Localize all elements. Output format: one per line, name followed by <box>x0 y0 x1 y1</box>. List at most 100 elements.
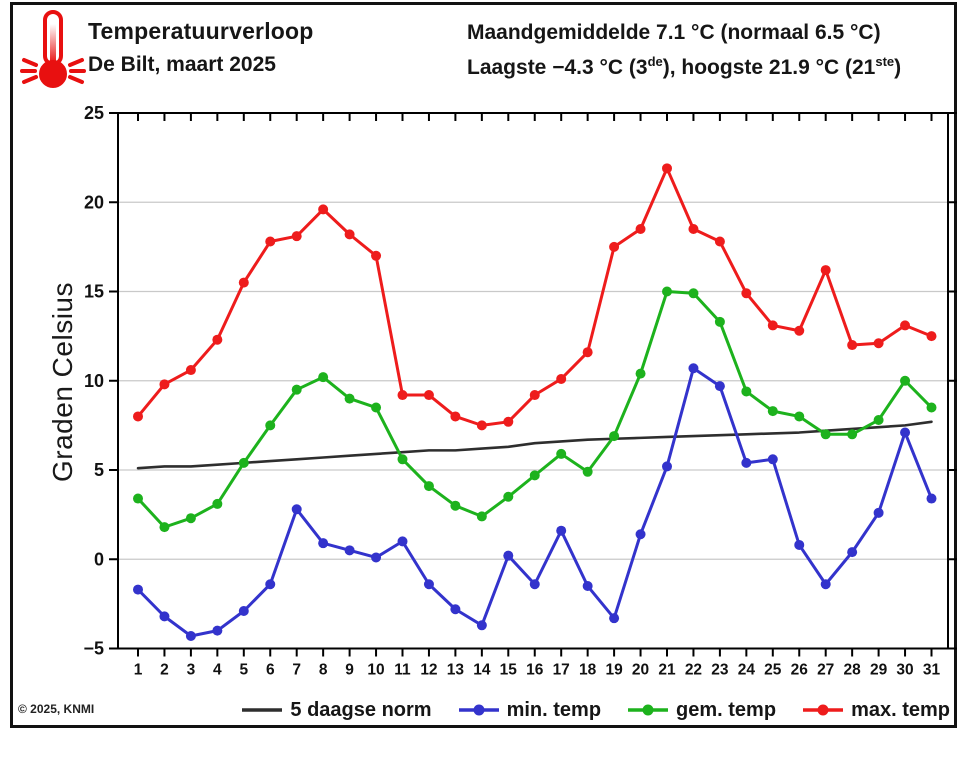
point-gem-temp-day-29 <box>873 415 884 426</box>
point-gem-temp-day-31 <box>926 402 937 413</box>
point-gem-temp-day-27 <box>820 429 831 440</box>
copyright-text: © 2025, KNMI <box>18 702 95 716</box>
point-gem-temp-day-5 <box>238 457 249 468</box>
svg-text:17: 17 <box>553 662 570 679</box>
point-min-temp-day-12 <box>423 579 434 590</box>
legend-item-5-daagse-norm: 5 daagse norm <box>241 698 432 722</box>
svg-text:19: 19 <box>605 662 623 679</box>
point-max-temp-day-15 <box>503 416 514 427</box>
point-gem-temp-day-18 <box>582 466 593 477</box>
svg-text:6: 6 <box>266 662 275 679</box>
svg-text:13: 13 <box>447 662 465 679</box>
point-gem-temp-day-26 <box>794 411 805 422</box>
series-max-temp <box>133 163 937 431</box>
point-min-temp-day-6 <box>265 579 276 590</box>
legend-label-gem-temp: gem. temp <box>676 698 777 721</box>
point-gem-temp-day-14 <box>476 511 487 522</box>
point-min-temp-day-17 <box>556 525 567 536</box>
point-gem-temp-day-8 <box>318 372 329 383</box>
point-gem-temp-day-7 <box>291 384 302 395</box>
point-min-temp-day-27 <box>820 579 831 590</box>
point-min-temp-day-15 <box>503 550 514 561</box>
svg-text:29: 29 <box>870 662 888 679</box>
legend-item-max-temp: max. temp <box>802 699 950 722</box>
point-gem-temp-day-2 <box>159 522 170 533</box>
point-gem-temp-day-23 <box>714 316 725 327</box>
point-min-temp-day-26 <box>794 539 805 550</box>
svg-text:20: 20 <box>632 662 649 679</box>
point-max-temp-day-21 <box>662 163 672 174</box>
point-min-temp-day-2 <box>159 611 170 622</box>
point-gem-temp-day-30 <box>900 375 911 386</box>
point-gem-temp-day-16 <box>529 470 540 481</box>
point-max-temp-day-27 <box>820 265 831 276</box>
point-gem-temp-day-21 <box>662 286 672 297</box>
point-max-temp-day-12 <box>423 390 434 401</box>
legend-item-min-temp: min. temp <box>458 699 601 722</box>
point-gem-temp-day-25 <box>767 406 778 417</box>
point-gem-temp-day-22 <box>688 288 699 299</box>
legend-marker-min-temp <box>458 704 499 716</box>
point-max-temp-day-3 <box>185 365 196 376</box>
point-min-temp-day-23 <box>714 381 725 392</box>
point-max-temp-day-31 <box>926 331 937 342</box>
stats-line-extremes: Laagste −4.3 °C (3de), hoogste 21.9 °C (… <box>467 54 947 80</box>
point-min-temp-day-14 <box>476 620 487 631</box>
point-gem-temp-day-24 <box>741 386 752 397</box>
point-max-temp-day-18 <box>582 347 593 358</box>
svg-text:7: 7 <box>292 662 301 679</box>
point-min-temp-day-21 <box>662 461 672 472</box>
point-min-temp-day-10 <box>371 552 382 563</box>
point-max-temp-day-5 <box>238 277 249 288</box>
point-max-temp-day-14 <box>476 420 487 431</box>
point-min-temp-day-5 <box>238 606 249 617</box>
series-gem-temp <box>133 286 937 533</box>
point-gem-temp-day-19 <box>609 431 620 442</box>
point-max-temp-day-23 <box>714 236 725 247</box>
y-gridlines <box>118 201 948 560</box>
point-min-temp-day-31 <box>926 493 937 504</box>
point-min-temp-day-11 <box>397 536 408 547</box>
point-gem-temp-day-28 <box>847 429 858 440</box>
svg-text:25: 25 <box>84 103 104 123</box>
point-min-temp-day-1 <box>133 584 143 595</box>
legend-label-5-daagse-norm: 5 daagse norm <box>290 698 432 721</box>
svg-text:31: 31 <box>923 662 941 679</box>
point-max-temp-day-17 <box>556 373 567 384</box>
point-min-temp-day-30 <box>900 427 911 438</box>
point-max-temp-day-1 <box>133 411 143 422</box>
point-max-temp-day-6 <box>265 236 276 247</box>
svg-text:−5: −5 <box>83 639 104 659</box>
svg-text:0: 0 <box>94 549 104 569</box>
point-gem-temp-day-17 <box>556 448 567 459</box>
point-max-temp-day-13 <box>450 411 461 422</box>
point-gem-temp-day-3 <box>185 513 196 524</box>
point-gem-temp-day-9 <box>344 393 355 404</box>
chart-title: Temperatuurverloop <box>88 18 314 44</box>
chart-subtitle: De Bilt, maart 2025 <box>88 53 276 76</box>
stats-line-mean: Maandgemiddelde 7.1 °C (normaal 6.5 °C) <box>467 21 881 44</box>
point-max-temp-day-29 <box>873 338 884 349</box>
svg-text:24: 24 <box>738 662 756 679</box>
point-gem-temp-day-15 <box>503 491 514 502</box>
point-gem-temp-day-12 <box>423 481 434 492</box>
chart-frame <box>10 2 957 728</box>
stats-block: Maandgemiddelde 7.1 °C (normaal 6.5 °C) … <box>467 21 947 80</box>
point-min-temp-day-9 <box>344 545 355 556</box>
title-block: Temperatuurverloop De Bilt, maart 2025 <box>88 18 314 77</box>
point-min-temp-day-18 <box>582 581 593 592</box>
stats-extremes-sup2: ste <box>875 54 895 69</box>
svg-text:15: 15 <box>500 662 518 679</box>
svg-text:10: 10 <box>84 371 104 391</box>
point-min-temp-day-8 <box>318 538 329 549</box>
svg-text:26: 26 <box>791 662 809 679</box>
stats-extremes-mid: ), hoogste 21.9 °C (21 <box>662 56 876 79</box>
svg-text:28: 28 <box>844 662 862 679</box>
svg-text:16: 16 <box>526 662 544 679</box>
point-gem-temp-day-10 <box>371 402 382 413</box>
point-min-temp-day-25 <box>767 454 778 465</box>
point-max-temp-day-2 <box>159 379 170 390</box>
point-gem-temp-day-13 <box>450 500 461 511</box>
svg-text:2: 2 <box>160 662 169 679</box>
